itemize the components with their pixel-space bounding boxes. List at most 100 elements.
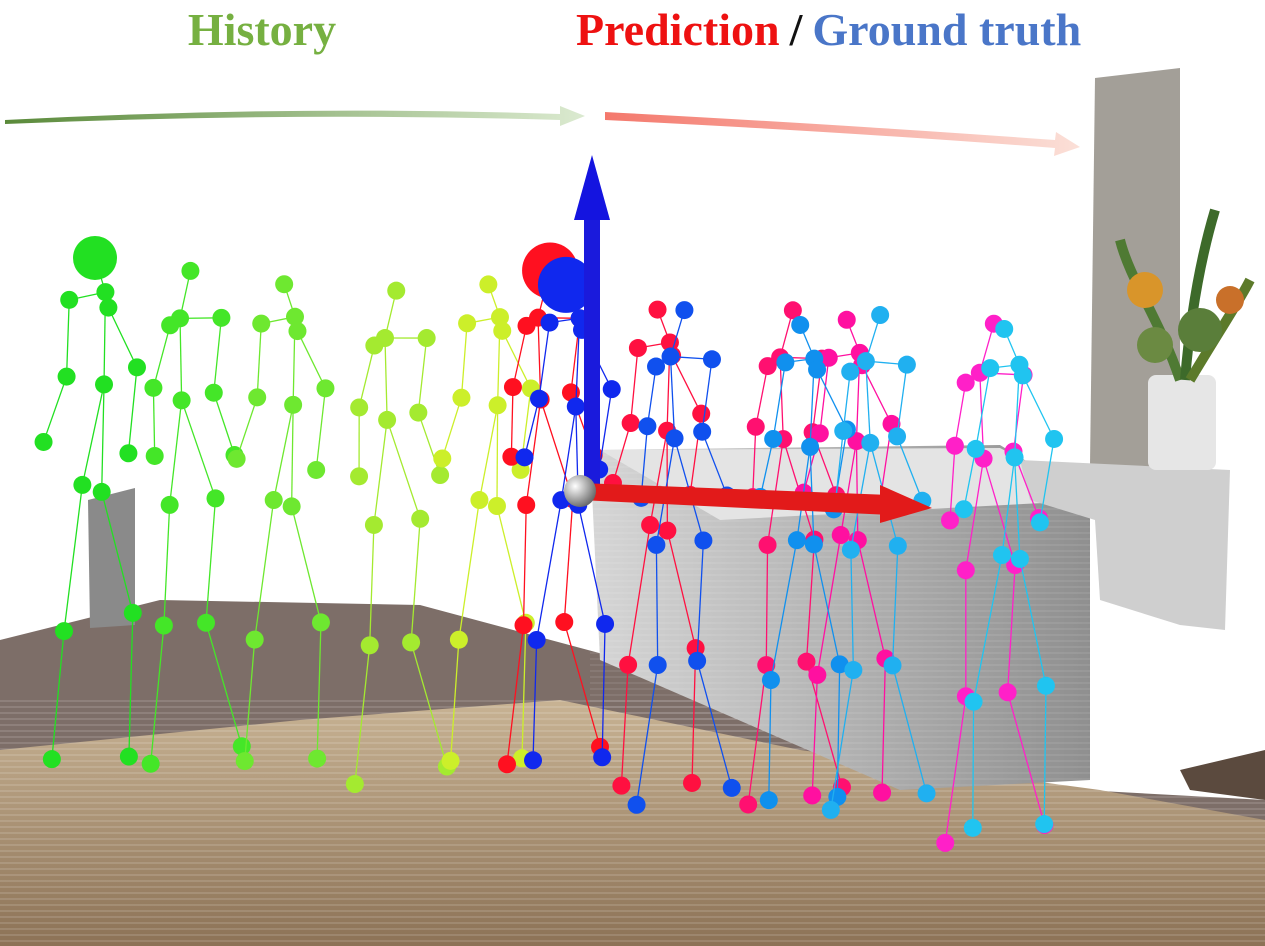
bone — [598, 389, 613, 470]
joint — [127, 358, 146, 377]
joint — [57, 367, 76, 386]
bone — [521, 622, 527, 759]
joint — [345, 775, 364, 794]
joint — [964, 692, 983, 711]
axis-y-head — [574, 155, 610, 220]
joint — [841, 540, 860, 559]
bone — [205, 622, 243, 747]
bone — [81, 384, 105, 486]
joint — [417, 329, 436, 348]
bone — [273, 404, 294, 501]
joint — [783, 301, 802, 320]
joint — [60, 290, 79, 309]
bone — [842, 371, 851, 432]
joint — [95, 375, 114, 394]
bone — [655, 544, 659, 666]
joint — [479, 275, 498, 294]
joint — [665, 429, 684, 448]
joint — [992, 546, 1011, 565]
vase — [1148, 375, 1216, 470]
bone — [213, 392, 236, 456]
prediction-arrow — [605, 112, 1080, 156]
bone — [896, 436, 923, 502]
joint — [675, 301, 694, 320]
joint — [888, 427, 907, 446]
joint — [837, 310, 856, 329]
joint — [452, 388, 471, 407]
joint — [441, 751, 460, 770]
bone — [152, 387, 156, 456]
joint — [861, 433, 880, 452]
bone — [163, 504, 171, 626]
joint — [647, 535, 666, 554]
joint — [803, 786, 822, 805]
bone — [1001, 457, 1016, 556]
joint — [55, 622, 74, 641]
bone — [51, 631, 65, 760]
joint — [555, 613, 574, 632]
joint — [1030, 513, 1049, 532]
joint — [488, 396, 507, 415]
axis-x-head — [880, 485, 932, 523]
bone — [101, 491, 134, 614]
joint — [873, 783, 892, 802]
joint — [998, 683, 1017, 702]
bone — [1013, 457, 1021, 559]
bone — [813, 544, 841, 665]
bone — [816, 534, 842, 676]
joint — [365, 336, 384, 355]
joint — [883, 656, 902, 675]
bone — [560, 406, 577, 501]
joint — [288, 322, 307, 341]
joint — [248, 388, 267, 407]
joint — [172, 391, 191, 410]
joint — [364, 515, 383, 534]
joint — [264, 491, 283, 510]
joint — [966, 439, 985, 458]
joint — [641, 516, 660, 535]
joint — [141, 754, 160, 773]
bone — [865, 361, 871, 443]
joint — [206, 489, 225, 508]
bone — [891, 545, 899, 666]
bone — [772, 362, 787, 440]
joint — [759, 791, 778, 810]
joint — [797, 652, 816, 671]
joint — [940, 511, 959, 530]
bone — [63, 484, 84, 632]
bone — [779, 357, 784, 440]
bone — [563, 621, 601, 748]
bone — [152, 325, 171, 388]
joint — [757, 656, 776, 675]
bone — [315, 388, 327, 471]
bone — [949, 445, 956, 521]
joint — [871, 306, 890, 325]
joint — [688, 651, 707, 670]
origin — [564, 475, 596, 507]
joint — [791, 315, 810, 334]
joint — [627, 795, 646, 814]
bone — [759, 438, 774, 498]
history-arrow — [5, 106, 585, 126]
bone — [601, 623, 606, 758]
joint — [739, 795, 758, 814]
joint — [1036, 676, 1055, 695]
joint — [449, 630, 468, 649]
joint — [808, 360, 827, 379]
joint — [956, 373, 975, 392]
bone — [441, 397, 463, 459]
bone — [316, 622, 322, 759]
joint — [160, 495, 179, 514]
bone — [354, 645, 371, 785]
bone — [836, 664, 841, 797]
joint — [96, 283, 115, 302]
bone — [1006, 564, 1016, 693]
joint — [470, 491, 489, 510]
bone — [857, 540, 887, 659]
joint — [776, 353, 795, 372]
bone — [532, 639, 538, 761]
joint — [593, 748, 612, 767]
bone — [506, 625, 525, 765]
joint — [498, 755, 517, 774]
joint — [808, 665, 827, 684]
